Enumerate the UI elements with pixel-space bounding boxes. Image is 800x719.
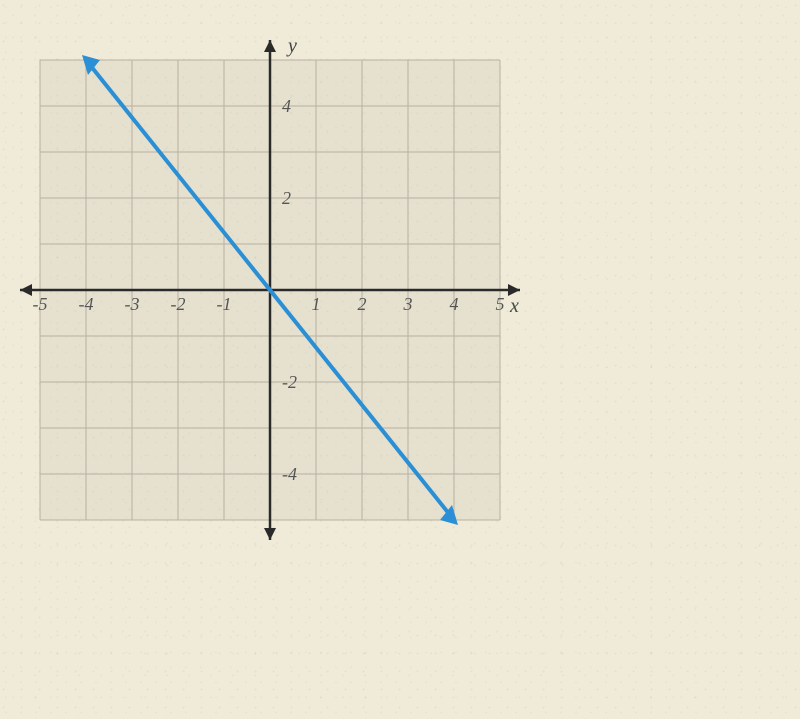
x-tick-1: 1 xyxy=(312,294,321,314)
x-axis-arrow-left xyxy=(20,284,32,296)
x-tick-neg3: -3 xyxy=(125,294,140,314)
x-tick-neg2: -2 xyxy=(171,294,186,314)
x-tick-neg4: -4 xyxy=(79,294,94,314)
x-tick-neg5: -5 xyxy=(33,294,48,314)
x-tick-neg1: -1 xyxy=(217,294,232,314)
y-axis-arrow-up xyxy=(264,40,276,52)
x-tick-2: 2 xyxy=(358,294,367,314)
y-tick-neg2: -2 xyxy=(282,372,297,392)
coordinate-plane-chart: -5 -4 -3 -2 -1 1 2 3 4 5 4 2 -2 -4 x y xyxy=(10,30,530,550)
y-tick-2: 2 xyxy=(282,188,291,208)
x-tick-4: 4 xyxy=(450,294,459,314)
y-tick-neg4: -4 xyxy=(282,464,297,484)
y-axis-label: y xyxy=(286,35,297,57)
chart-svg: -5 -4 -3 -2 -1 1 2 3 4 5 4 2 -2 -4 x y xyxy=(10,30,530,550)
x-tick-3: 3 xyxy=(403,294,413,314)
x-axis-label: x xyxy=(509,295,519,317)
y-tick-4: 4 xyxy=(282,96,291,116)
x-tick-5: 5 xyxy=(496,294,505,314)
y-axis-arrow-down xyxy=(264,528,276,540)
